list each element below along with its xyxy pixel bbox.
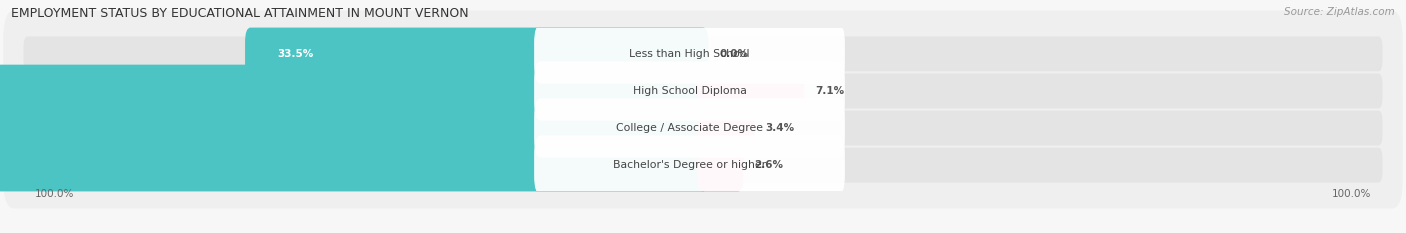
FancyBboxPatch shape — [534, 61, 845, 121]
Text: Bachelor's Degree or higher: Bachelor's Degree or higher — [613, 160, 766, 170]
Text: Source: ZipAtlas.com: Source: ZipAtlas.com — [1284, 7, 1395, 17]
Text: 100.0%: 100.0% — [34, 189, 73, 199]
Text: 2.6%: 2.6% — [755, 160, 783, 170]
FancyBboxPatch shape — [534, 135, 845, 195]
FancyBboxPatch shape — [3, 122, 1403, 209]
FancyBboxPatch shape — [0, 65, 709, 117]
Text: 3.4%: 3.4% — [765, 123, 794, 133]
FancyBboxPatch shape — [24, 74, 1382, 108]
Text: High School Diploma: High School Diploma — [633, 86, 747, 96]
FancyBboxPatch shape — [534, 98, 845, 158]
Text: 7.1%: 7.1% — [815, 86, 844, 96]
Text: 100.0%: 100.0% — [1333, 189, 1372, 199]
FancyBboxPatch shape — [24, 37, 1382, 71]
FancyBboxPatch shape — [24, 111, 1382, 145]
FancyBboxPatch shape — [3, 85, 1403, 171]
FancyBboxPatch shape — [245, 27, 709, 80]
Text: Less than High School: Less than High School — [630, 49, 749, 59]
FancyBboxPatch shape — [697, 65, 804, 117]
FancyBboxPatch shape — [697, 102, 755, 154]
FancyBboxPatch shape — [3, 10, 1403, 97]
FancyBboxPatch shape — [0, 139, 709, 192]
Text: EMPLOYMENT STATUS BY EDUCATIONAL ATTAINMENT IN MOUNT VERNON: EMPLOYMENT STATUS BY EDUCATIONAL ATTAINM… — [11, 7, 468, 20]
FancyBboxPatch shape — [24, 148, 1382, 182]
FancyBboxPatch shape — [697, 139, 744, 192]
FancyBboxPatch shape — [3, 48, 1403, 134]
Text: College / Associate Degree: College / Associate Degree — [616, 123, 763, 133]
Text: 0.0%: 0.0% — [720, 49, 748, 59]
FancyBboxPatch shape — [534, 24, 845, 84]
FancyBboxPatch shape — [0, 102, 709, 154]
Text: 33.5%: 33.5% — [277, 49, 314, 59]
